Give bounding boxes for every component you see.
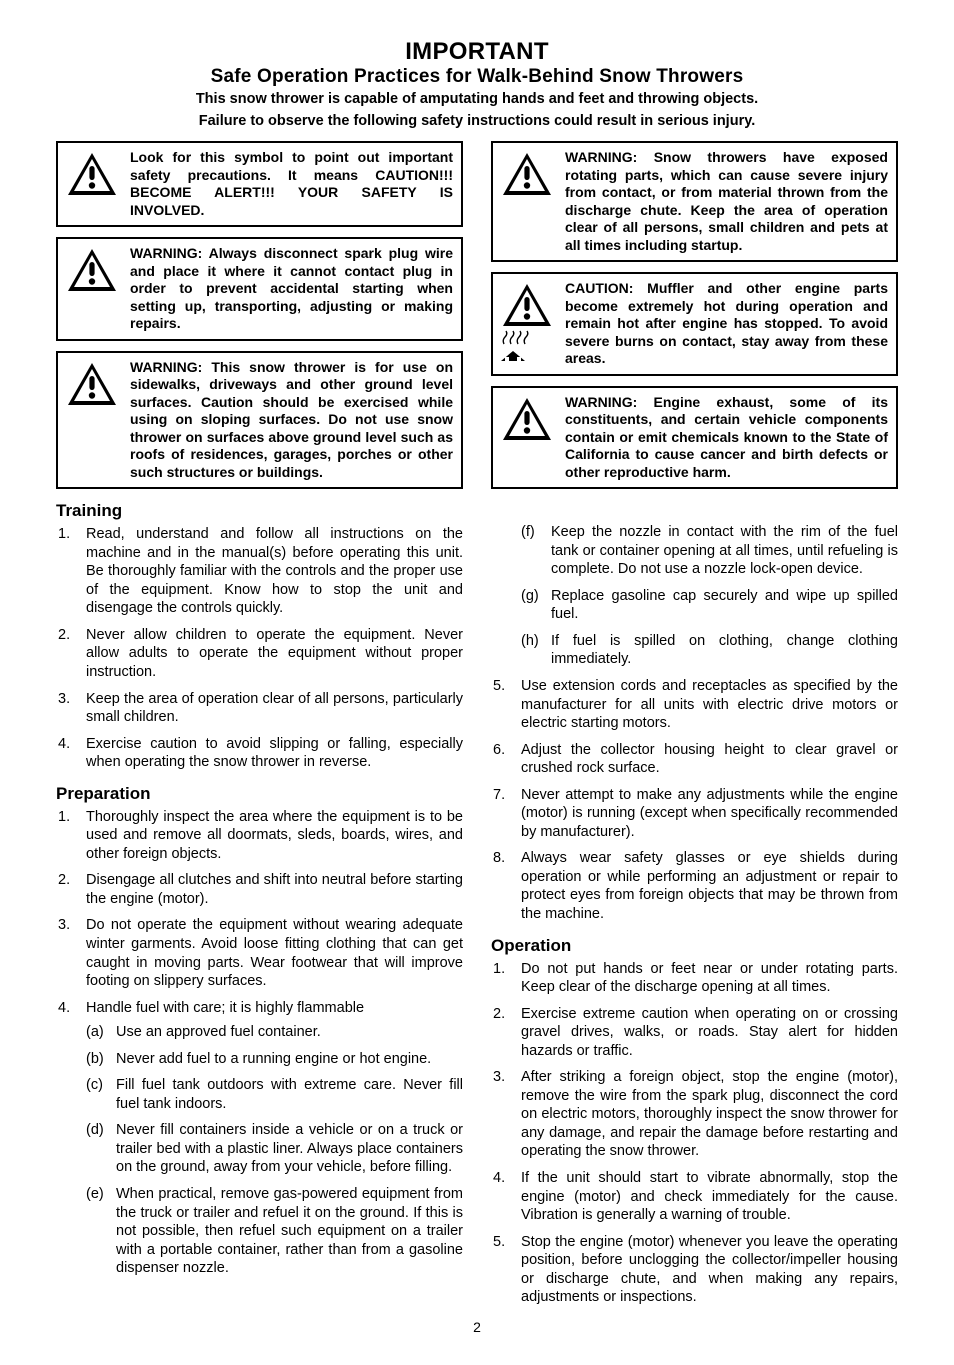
list-item: Exercise caution to avoid slipping or fa… (56, 735, 463, 772)
page-number: 2 (56, 1319, 898, 1335)
content-columns: Look for this symbol to point out import… (56, 141, 898, 1315)
list-item: Stop the engine (motor) whenever you lea… (491, 1233, 898, 1307)
list-item: Never fill containers inside a vehicle o… (86, 1121, 463, 1177)
list-item: Do not put hands or feet near or under r… (491, 960, 898, 997)
fuel-sublist-cont: Keep the nozzle in contact with the rim … (521, 523, 898, 669)
left-column: Look for this symbol to point out import… (56, 141, 463, 1315)
warning-text: WARNING: Snow throwers have exposed rota… (565, 149, 888, 254)
warning-text: WARNING: This snow thrower is for use on… (130, 359, 453, 482)
list-item: Use extension cords and receptacles as s… (491, 677, 898, 733)
warning-box: CAUTION: Muffler and other engine parts … (491, 272, 898, 376)
spacer (491, 499, 898, 517)
warning-text: WARNING: Always disconnect spark plug wi… (130, 245, 453, 333)
warning-box: WARNING: Always disconnect spark plug wi… (56, 237, 463, 341)
list-item: Never allow children to operate the equi… (56, 626, 463, 682)
list-item: Disengage all clutches and shift into ne… (56, 871, 463, 908)
list-item: Use an approved fuel container. (86, 1023, 463, 1042)
list-item: Keep the area of operation clear of all … (56, 690, 463, 727)
list-item: Keep the nozzle in contact with the rim … (521, 523, 898, 579)
fuel-sublist: Use an approved fuel container. Never ad… (86, 1023, 463, 1278)
section-heading-operation: Operation (491, 936, 898, 956)
list-item: After striking a foreign object, stop th… (491, 1068, 898, 1161)
title-main: IMPORTANT (56, 38, 898, 66)
list-item: Handle fuel with care; it is highly flam… (56, 999, 463, 1278)
list-item: Fill fuel tank outdoors with extreme car… (86, 1076, 463, 1113)
warning-triangle-icon (64, 359, 120, 407)
list-item: Never add fuel to a running engine or ho… (86, 1050, 463, 1069)
list-item: Replace gasoline cap securely and wipe u… (521, 587, 898, 624)
warning-text: WARNING: Engine exhaust, some of its con… (565, 394, 888, 482)
title-sub: Safe Operation Practices for Walk-Behind… (56, 66, 898, 88)
warning-triangle-icon (64, 149, 120, 197)
preparation-list: Thoroughly inspect the area where the eq… (56, 808, 463, 1278)
right-column: WARNING: Snow throwers have exposed rota… (491, 141, 898, 1315)
section-heading-training: Training (56, 501, 463, 521)
warning-text: Look for this symbol to point out import… (130, 149, 453, 219)
warning-triangle-icon (499, 149, 555, 197)
list-item: If fuel is spilled on clothing, change c… (521, 632, 898, 669)
list-item: Always wear safety glasses or eye shield… (491, 849, 898, 923)
warning-box: WARNING: This snow thrower is for use on… (56, 351, 463, 490)
warning-triangle-hot-icon (499, 280, 555, 366)
list-item: Adjust the collector housing height to c… (491, 741, 898, 778)
title-note-1: This snow thrower is capable of amputati… (56, 90, 898, 110)
preparation-list-cont: Use extension cords and receptacles as s… (491, 677, 898, 924)
warning-box: Look for this symbol to point out import… (56, 141, 463, 227)
operation-list: Do not put hands or feet near or under r… (491, 960, 898, 1307)
warning-triangle-icon (64, 245, 120, 293)
list-item-text: Handle fuel with care; it is highly flam… (86, 1000, 364, 1016)
warning-box: WARNING: Engine exhaust, some of its con… (491, 386, 898, 490)
warning-text: CAUTION: Muffler and other engine parts … (565, 280, 888, 368)
page-header: IMPORTANT Safe Operation Practices for W… (56, 38, 898, 131)
title-note-2: Failure to observe the following safety … (56, 112, 898, 132)
list-item: Thoroughly inspect the area where the eq… (56, 808, 463, 864)
section-heading-preparation: Preparation (56, 784, 463, 804)
list-item: When practical, remove gas-powered equip… (86, 1185, 463, 1278)
warning-triangle-icon (499, 394, 555, 442)
list-item: Exercise extreme caution when operating … (491, 1005, 898, 1061)
list-item: If the unit should start to vibrate abno… (491, 1169, 898, 1225)
list-item: Do not operate the equipment without wea… (56, 916, 463, 990)
warning-box: WARNING: Snow throwers have exposed rota… (491, 141, 898, 262)
training-list: Read, understand and follow all instruct… (56, 525, 463, 772)
list-item: Read, understand and follow all instruct… (56, 525, 463, 618)
list-item: Never attempt to make any adjustments wh… (491, 786, 898, 842)
